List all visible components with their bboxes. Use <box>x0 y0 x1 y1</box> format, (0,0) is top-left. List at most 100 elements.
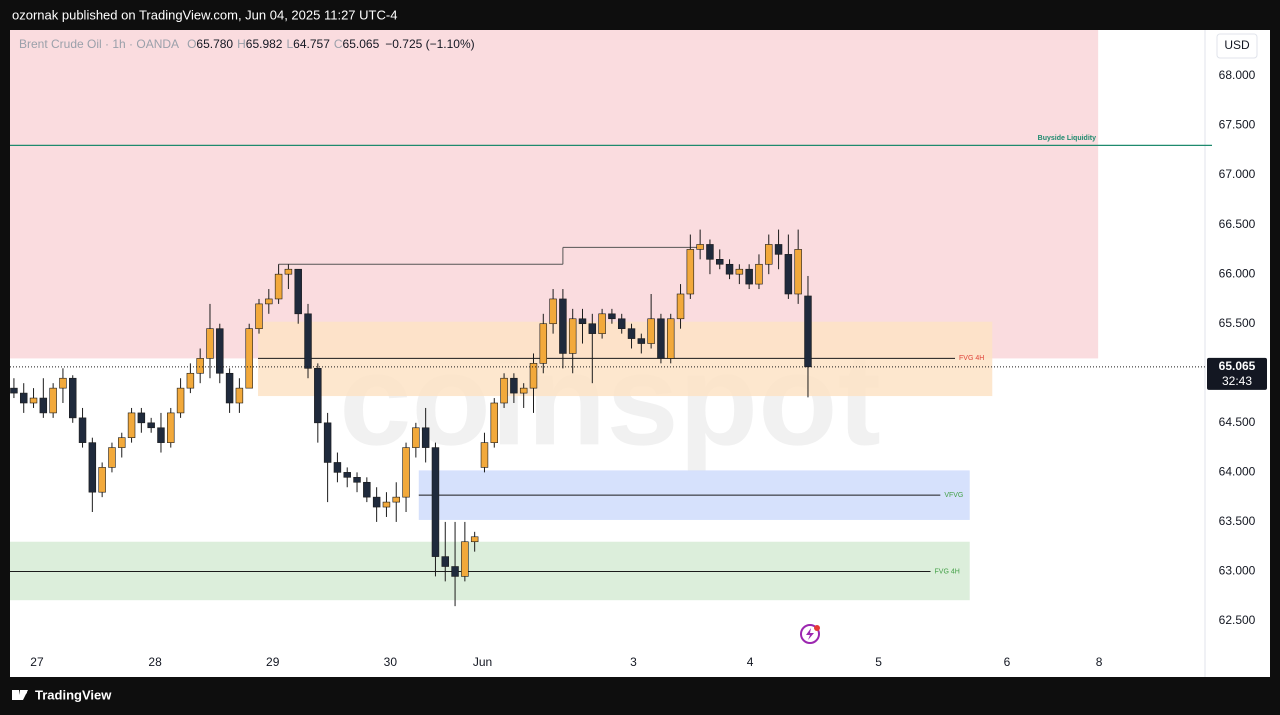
buyside-label: Buyside Liquidity <box>1038 135 1096 142</box>
candle-body <box>255 303 263 329</box>
x-tick-label: 8 <box>1096 655 1103 669</box>
candle-body <box>69 377 77 419</box>
candle-body <box>127 412 136 438</box>
brand: TradingView <box>35 687 112 702</box>
x-tick-label: 30 <box>384 655 398 669</box>
candle-body <box>186 372 195 389</box>
candle-body <box>59 377 67 389</box>
y-tick-label: 64.000 <box>1219 465 1256 479</box>
x-tick-label: 28 <box>148 655 162 669</box>
countdown: 32:43 <box>1222 374 1252 388</box>
candle-body <box>284 268 293 275</box>
candle-body <box>19 392 28 404</box>
candle-body <box>696 244 704 250</box>
legend-key: H <box>237 37 246 51</box>
publisher: ozornak published on TradingView.com, Ju… <box>12 7 397 22</box>
symbol: Brent Crude Oil · 1h · OANDA <box>19 37 179 51</box>
alert-bolt[interactable] <box>806 628 814 640</box>
candle-body <box>549 298 557 325</box>
candle-body <box>529 363 538 389</box>
candle-body <box>765 244 773 265</box>
candle-body <box>637 338 646 344</box>
candle-body <box>617 318 626 329</box>
candle-body <box>588 323 597 334</box>
currency[interactable]: USD <box>1224 38 1250 52</box>
candle-body <box>108 447 116 468</box>
candle-body <box>216 328 224 374</box>
y-tick-label: 66.500 <box>1219 217 1256 231</box>
candle-body <box>304 313 312 369</box>
legend-value: 65.982 <box>246 37 283 51</box>
candle-body <box>333 462 342 473</box>
legend-value: 64.757 <box>293 37 330 51</box>
candle-body <box>363 481 371 498</box>
candle-body <box>716 259 724 265</box>
candle-body <box>314 368 322 424</box>
candle-body <box>480 442 489 468</box>
candle-body <box>441 556 449 567</box>
x-tick-label: 5 <box>875 655 882 669</box>
y-tick-label: 66.000 <box>1219 266 1256 280</box>
candle-body <box>78 417 87 443</box>
legend: Brent Crude Oil · 1h · OANDA O65.780 H65.9… <box>19 37 475 51</box>
candle-body <box>794 249 802 295</box>
alert-icon[interactable] <box>800 624 820 644</box>
candle-body <box>539 323 548 364</box>
candle-body <box>10 387 18 394</box>
y-tick-label: 68.000 <box>1219 68 1256 82</box>
candle-body <box>519 387 528 394</box>
candle-body <box>510 377 518 394</box>
x-tick-label: 6 <box>1004 655 1011 669</box>
candle-body <box>225 372 234 404</box>
candle-body <box>578 318 587 325</box>
x-tick-label: 27 <box>30 655 44 669</box>
x-tick-label: 29 <box>266 655 280 669</box>
y-tick-label: 62.500 <box>1219 613 1256 627</box>
y-tick-label: 67.000 <box>1219 167 1256 181</box>
candle-body <box>500 377 508 404</box>
candle-body <box>657 318 665 359</box>
candle-body <box>343 472 351 478</box>
y-tick-label: 63.000 <box>1219 564 1256 578</box>
candle-body <box>323 422 332 463</box>
candle-body <box>235 387 244 404</box>
candle-body <box>686 249 695 295</box>
candle-body <box>118 437 126 448</box>
candle-body <box>157 427 165 443</box>
currency-button[interactable] <box>1216 33 1258 59</box>
candle-body <box>88 442 97 493</box>
x-tick-label: Jun <box>473 655 492 669</box>
y-tick-label: 67.500 <box>1219 118 1256 132</box>
candle-body <box>353 477 361 483</box>
candle-body <box>421 427 430 448</box>
candle-body <box>784 254 793 295</box>
candle-body <box>392 496 400 503</box>
legend-key: C <box>334 37 343 51</box>
candle-body <box>137 412 146 424</box>
candle-body <box>559 298 567 354</box>
candle-body <box>804 295 812 368</box>
candle-body <box>774 244 783 255</box>
candle-body <box>598 313 606 334</box>
zone-label: VFVG <box>944 492 963 499</box>
candle-body <box>470 536 479 543</box>
candle-body <box>147 422 155 429</box>
candle-body <box>265 298 273 305</box>
last-price-label: 65.065 <box>1219 359 1256 373</box>
alert-dot[interactable] <box>814 625 820 631</box>
zone-label: FVG 4H <box>959 355 984 362</box>
y-tick-label: 65.500 <box>1219 316 1256 330</box>
candle-body <box>372 496 381 508</box>
candle-body <box>167 412 175 443</box>
candle-body <box>608 313 616 320</box>
legend-value: 65.065 <box>343 37 380 51</box>
candle-body <box>29 397 38 404</box>
candle-body <box>206 328 214 359</box>
candle-body <box>490 402 499 443</box>
candle-body <box>461 541 469 577</box>
candle-body <box>49 387 57 414</box>
alert-ring[interactable] <box>800 624 820 644</box>
candle-body <box>647 318 655 344</box>
